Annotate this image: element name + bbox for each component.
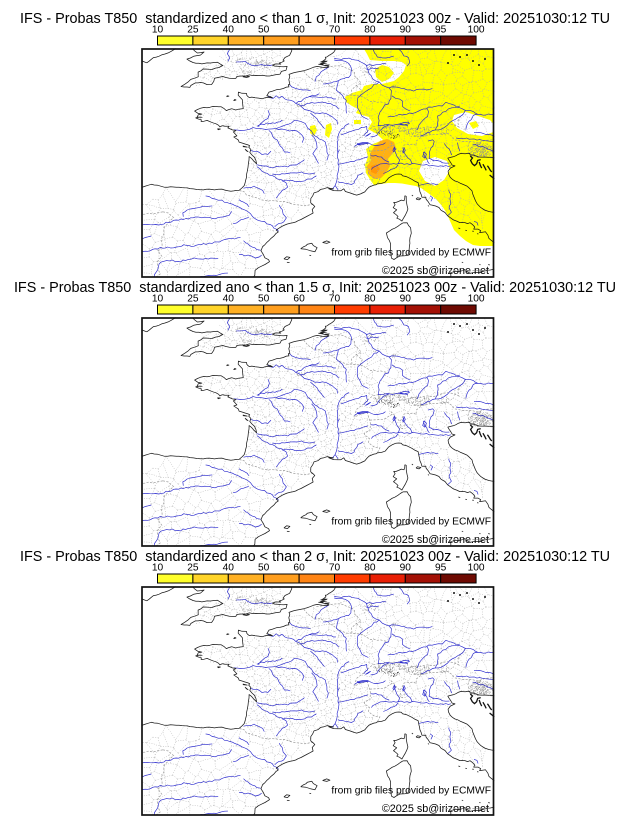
- svg-text:90: 90: [400, 563, 412, 574]
- svg-text:10: 10: [152, 294, 164, 305]
- svg-text:25: 25: [187, 294, 199, 305]
- svg-text:50: 50: [258, 294, 270, 305]
- svg-text:40: 40: [223, 25, 235, 36]
- svg-text:60: 60: [293, 563, 305, 574]
- svg-text:70: 70: [329, 25, 341, 36]
- svg-text:100: 100: [468, 563, 485, 574]
- svg-text:60: 60: [293, 294, 305, 305]
- svg-text:100: 100: [468, 25, 485, 36]
- svg-text:90: 90: [400, 294, 412, 305]
- svg-text:80: 80: [364, 25, 376, 36]
- svg-text:70: 70: [329, 294, 341, 305]
- svg-text:95: 95: [435, 563, 447, 574]
- svg-text:10: 10: [152, 25, 164, 36]
- svg-text:50: 50: [258, 25, 270, 36]
- svg-text:60: 60: [293, 25, 305, 36]
- svg-text:50: 50: [258, 563, 270, 574]
- svg-text:25: 25: [187, 25, 199, 36]
- svg-text:70: 70: [329, 563, 341, 574]
- svg-text:80: 80: [364, 563, 376, 574]
- svg-text:40: 40: [223, 294, 235, 305]
- svg-text:80: 80: [364, 294, 376, 305]
- svg-text:90: 90: [400, 25, 412, 36]
- svg-text:100: 100: [468, 294, 485, 305]
- svg-text:95: 95: [435, 25, 447, 36]
- svg-text:25: 25: [187, 563, 199, 574]
- svg-text:40: 40: [223, 563, 235, 574]
- svg-text:10: 10: [152, 563, 164, 574]
- svg-text:95: 95: [435, 294, 447, 305]
